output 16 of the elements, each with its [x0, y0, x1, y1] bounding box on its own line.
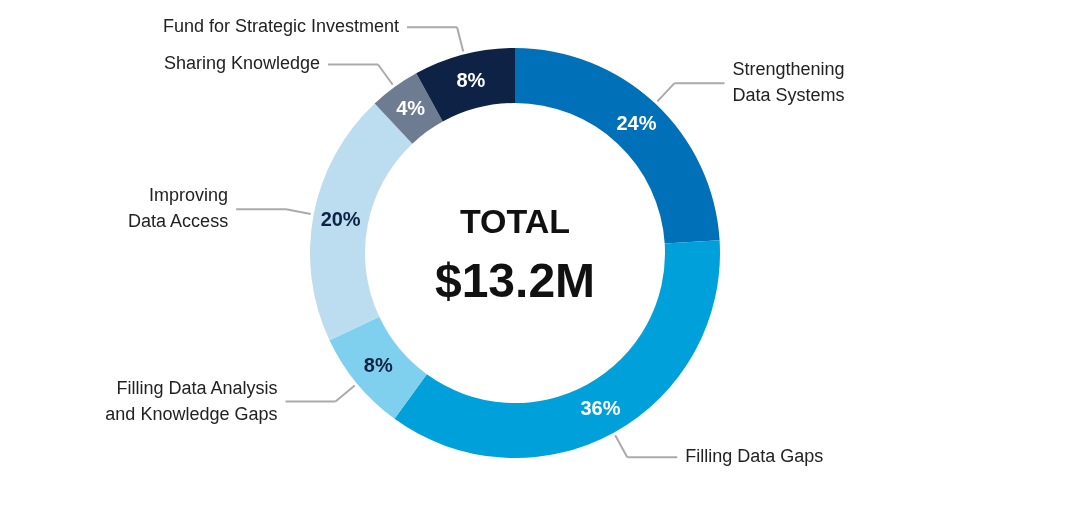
- donut-slice: [374, 73, 443, 144]
- slice-label: Filling Data Gaps: [685, 446, 824, 467]
- data-label: 8%: [456, 69, 486, 92]
- slice-label: Filling Data Analysis and Knowledge Gaps: [105, 377, 278, 424]
- data-label: 20%: [320, 207, 361, 230]
- slice-label: Improving Data Access: [128, 185, 229, 232]
- data-label: 36%: [580, 396, 621, 419]
- data-label: 8%: [363, 354, 393, 377]
- data-label: 24%: [616, 111, 657, 134]
- slice-label: Strengthening Data Systems: [732, 59, 845, 106]
- slice-label: Sharing Knowledge: [163, 53, 321, 74]
- text: TOTAL: [459, 202, 571, 240]
- slice-label: Fund for Strategic Investment: [162, 16, 400, 37]
- data-label: 4%: [396, 97, 426, 120]
- text: $13.2M: [434, 254, 596, 307]
- donut-slice: [329, 316, 427, 419]
